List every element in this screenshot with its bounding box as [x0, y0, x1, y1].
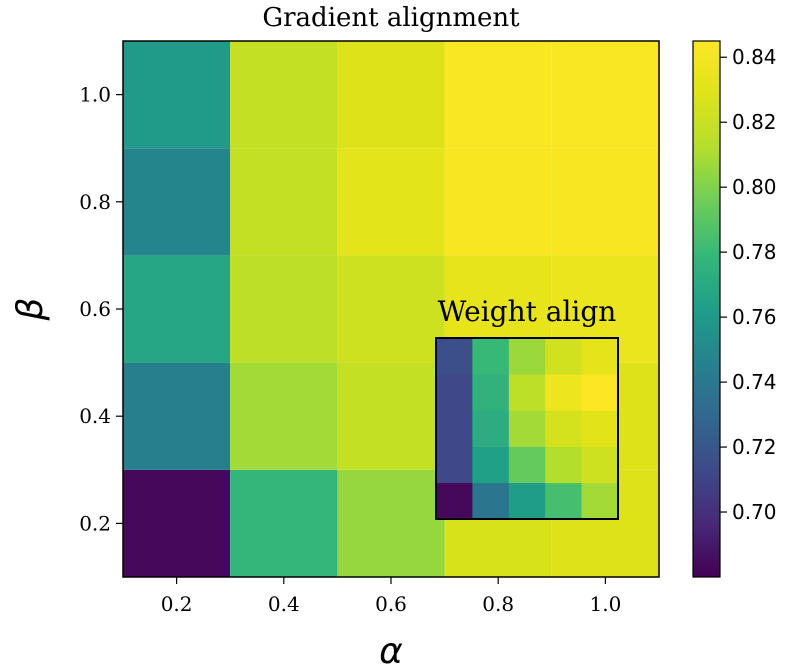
inset-cell — [581, 410, 619, 447]
inset-cell — [436, 410, 473, 447]
y-axis-label: β — [10, 298, 51, 322]
heatmap-cell — [123, 469, 231, 577]
inset-cell — [472, 446, 510, 484]
heatmap-cell — [337, 469, 445, 577]
heatmap-cell — [230, 362, 338, 470]
inset-cell — [545, 410, 582, 447]
inset-cell — [436, 374, 473, 411]
inset-cell — [545, 482, 582, 520]
x-tick-label: 0.4 — [268, 592, 300, 616]
x-tick-label: 0.6 — [375, 592, 407, 616]
y-axis-ticks: 0.2 0.4 0.6 0.8 1.0 — [79, 83, 123, 535]
x-axis-label: α — [379, 631, 403, 667]
colorbar-tick-label: 0.80 — [732, 175, 777, 199]
inset-cell — [581, 482, 619, 520]
x-axis-ticks: 0.2 0.4 0.6 0.8 1.0 — [161, 577, 621, 616]
heatmap-cell — [123, 362, 231, 470]
inset-cell — [581, 338, 619, 375]
heatmap-cell — [123, 255, 231, 363]
inset-title: Weight align — [438, 295, 617, 328]
colorbar-tick-label: 0.70 — [732, 500, 777, 524]
colorbar-tick-label: 0.74 — [732, 370, 777, 394]
y-tick-label: 0.2 — [79, 511, 111, 535]
colorbar-tick-label: 0.72 — [732, 435, 777, 459]
inset-heatmap — [436, 338, 619, 520]
inset-cell — [436, 446, 473, 484]
inset-cell — [436, 482, 473, 520]
heatmap-cell — [551, 41, 659, 149]
inset-cell — [508, 338, 546, 375]
inset-cell — [472, 482, 510, 520]
x-tick-label: 0.8 — [482, 592, 514, 616]
chart-title: Gradient alignment — [262, 3, 520, 33]
inset-cell — [508, 482, 546, 520]
colorbar-tick-label: 0.78 — [732, 240, 777, 264]
heatmap-cell — [444, 41, 552, 149]
x-tick-label: 0.2 — [161, 592, 193, 616]
heatmap-cell — [337, 255, 445, 363]
inset-cell — [508, 446, 546, 484]
colorbar-tick-label: 0.82 — [732, 110, 777, 134]
y-tick-label: 0.6 — [79, 297, 111, 321]
inset-cell — [508, 374, 546, 411]
x-tick-label: 1.0 — [589, 592, 621, 616]
inset-cell — [472, 374, 510, 411]
y-tick-label: 0.8 — [79, 190, 111, 214]
heatmap-cell — [230, 469, 338, 577]
inset-cell — [581, 446, 619, 484]
heatmap-cell — [444, 148, 552, 256]
heatmap-cell — [230, 41, 338, 149]
heatmap-cell — [337, 362, 445, 470]
inset-cell — [545, 374, 582, 411]
inset-cell — [545, 338, 582, 375]
colorbar — [692, 40, 721, 578]
inset-cell — [508, 410, 546, 447]
heatmap-cell — [230, 255, 338, 363]
inset-cell — [545, 446, 582, 484]
colorbar-tick-label: 0.76 — [732, 305, 777, 329]
heatmap-cell — [123, 41, 231, 149]
y-tick-label: 0.4 — [79, 404, 111, 428]
heatmap-cell — [551, 148, 659, 256]
heatmap-cell — [337, 41, 445, 149]
heatmap-cell — [123, 148, 231, 256]
inset-frame — [435, 337, 619, 520]
inset-cell — [472, 338, 510, 375]
heatmap-cell — [230, 148, 338, 256]
colorbar-tick-label: 0.84 — [732, 45, 777, 69]
inset-cell — [436, 338, 473, 375]
y-tick-label: 1.0 — [79, 83, 111, 107]
heatmap-cell — [337, 148, 445, 256]
inset-cell — [581, 374, 619, 411]
inset-cell — [472, 410, 510, 447]
colorbar-ticks: 0.70 0.72 0.74 0.76 0.78 0.80 0.82 0.84 — [720, 45, 777, 524]
